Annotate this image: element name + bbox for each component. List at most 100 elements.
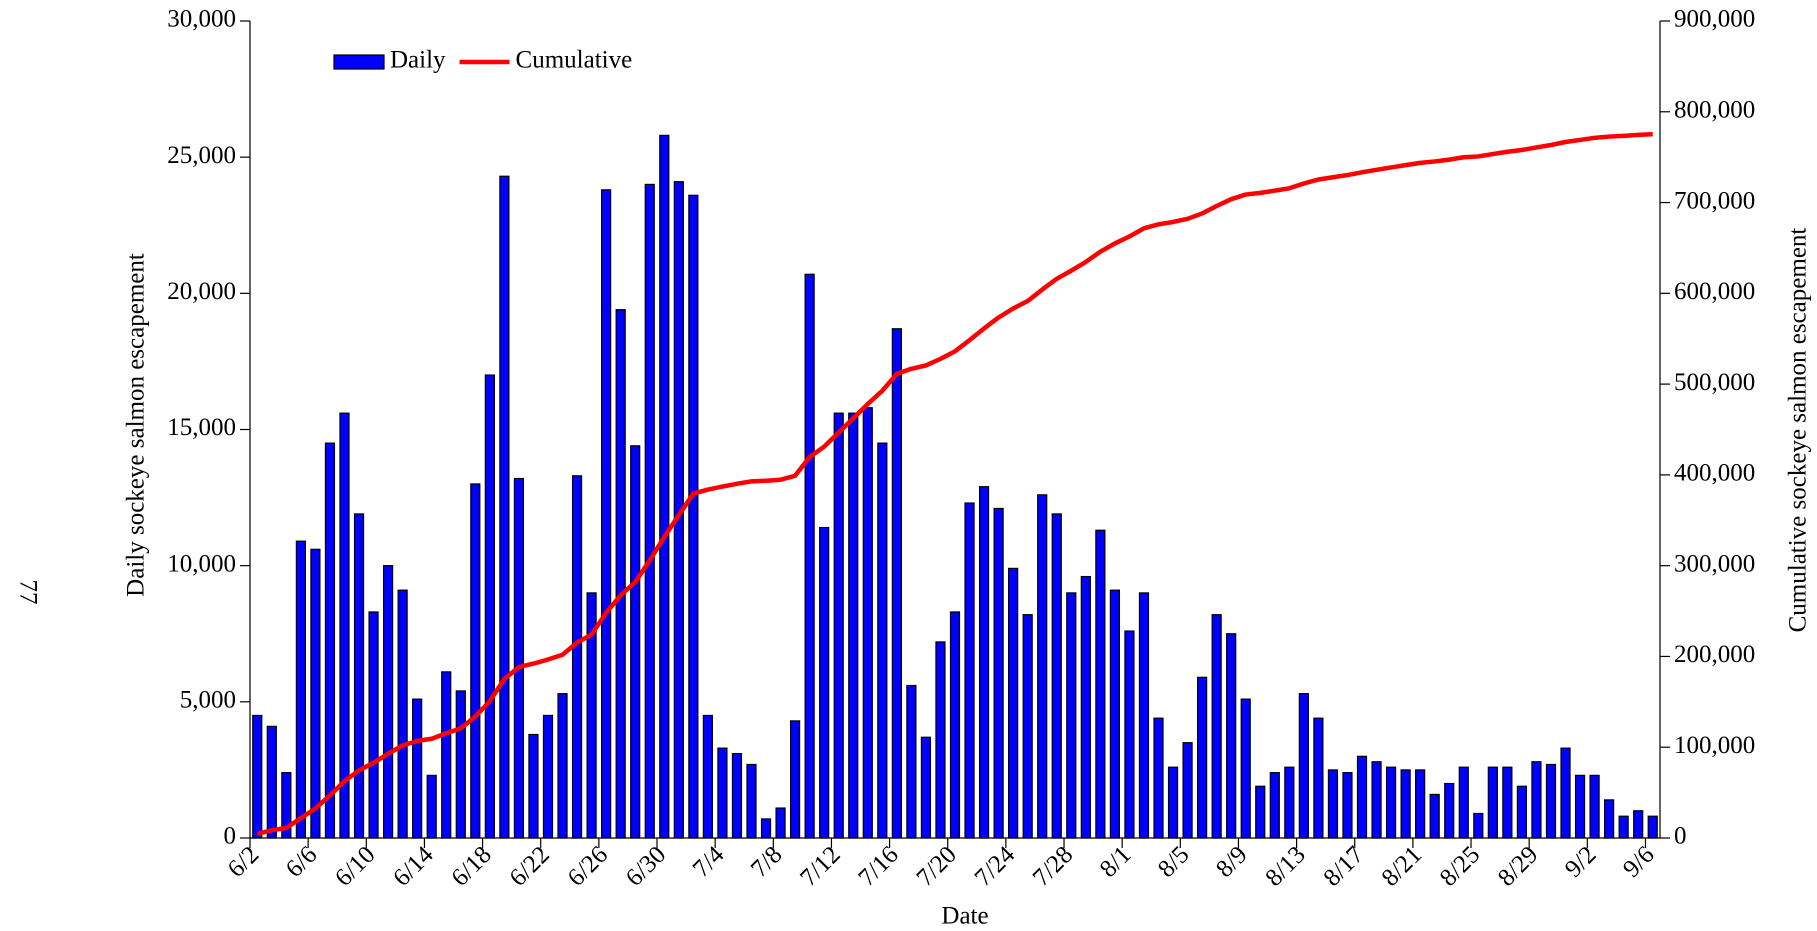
- y-axis-title: Daily sockeye salmon escapement: [123, 253, 150, 597]
- bar: [1298, 693, 1309, 839]
- bar: [877, 442, 888, 839]
- x-tick-label: 7/16: [853, 841, 904, 892]
- yticks-label: 5,000: [180, 687, 236, 714]
- bar: [353, 513, 365, 839]
- bar: [833, 412, 844, 839]
- bar: [397, 589, 408, 839]
- bar: [557, 693, 568, 839]
- x-tick-label: 8/9: [1211, 841, 1253, 883]
- bar: [1647, 815, 1658, 839]
- bar: [1429, 793, 1440, 839]
- bar: [1327, 769, 1339, 839]
- bar: [1240, 698, 1251, 839]
- x-tick-label: 7/28: [1028, 841, 1079, 892]
- bar: [1531, 761, 1542, 839]
- bar: [760, 818, 772, 839]
- x-tick-label: 6/10: [330, 841, 381, 892]
- x-tick-label: 9/2: [1560, 841, 1602, 883]
- bar: [630, 445, 641, 839]
- bar: [1589, 774, 1600, 839]
- bar: [1385, 766, 1397, 839]
- bar: [310, 548, 321, 839]
- bar: [1473, 812, 1484, 839]
- bar: [295, 540, 306, 839]
- bar: [1167, 766, 1179, 839]
- bar: [586, 592, 597, 839]
- bar: [513, 477, 525, 839]
- bar: [470, 483, 481, 839]
- bar: [615, 309, 626, 839]
- yticks-label: 15,000: [167, 414, 236, 441]
- bar: [266, 725, 277, 839]
- bar: [978, 486, 990, 839]
- bar: [1560, 747, 1571, 839]
- bar: [426, 774, 437, 839]
- bar: [1342, 772, 1353, 839]
- bar: [1618, 815, 1629, 839]
- y2ticks-label: 900,000: [1674, 6, 1755, 33]
- bar: [1604, 799, 1615, 839]
- x-tick-label: 6/26: [563, 841, 614, 892]
- bar: [1124, 630, 1135, 839]
- x-tick-label: 6/22: [504, 841, 555, 892]
- bar: [1487, 766, 1498, 839]
- bar: [964, 502, 975, 839]
- x-tick-label: 6/30: [621, 841, 672, 892]
- bar: [644, 183, 655, 839]
- bar: [775, 807, 786, 839]
- bar: [542, 714, 554, 839]
- x-tick-label: 8/17: [1319, 841, 1370, 892]
- x-tick-label: 7/20: [912, 841, 963, 892]
- bar: [1516, 785, 1528, 839]
- bar: [1400, 769, 1411, 839]
- bar: [1255, 785, 1266, 839]
- x-tick-label: 7/4: [688, 841, 730, 883]
- y2ticks-label: 800,000: [1674, 97, 1755, 124]
- bar: [819, 526, 830, 839]
- y2ticks-label: 0: [1674, 823, 1687, 850]
- x-tick-label: 8/1: [1095, 841, 1137, 883]
- y2-axis-title: Cumulative sockeye salmon escapement: [1785, 228, 1812, 633]
- legend-label: Daily: [390, 47, 446, 74]
- bar: [1008, 567, 1019, 839]
- x-tick-label: 8/13: [1260, 841, 1311, 892]
- y2ticks-label: 300,000: [1674, 550, 1755, 577]
- bar: [528, 733, 539, 839]
- yticks-label: 0: [224, 823, 237, 850]
- bar: [891, 328, 902, 839]
- bar: [688, 194, 699, 839]
- y2ticks-label: 600,000: [1674, 278, 1755, 305]
- bar: [412, 698, 423, 839]
- bar: [455, 690, 466, 839]
- bar: [1574, 774, 1586, 839]
- bar: [1444, 782, 1455, 839]
- yticks-label: 25,000: [167, 142, 236, 169]
- yticks-label: 30,000: [167, 6, 236, 33]
- bar: [382, 565, 394, 839]
- bar: [499, 175, 510, 839]
- cumulative-line: [256, 131, 1653, 837]
- bar: [1095, 529, 1106, 839]
- y2ticks-label: 200,000: [1674, 641, 1755, 668]
- bar: [601, 189, 612, 839]
- page-number: 77: [14, 580, 41, 605]
- x-tick-label: 8/29: [1493, 841, 1544, 892]
- bar: [441, 671, 452, 839]
- y2ticks-label: 700,000: [1674, 187, 1755, 214]
- bar: [1153, 717, 1164, 839]
- x-tick-label: 8/25: [1435, 841, 1486, 892]
- bar: [993, 507, 1004, 839]
- bar: [1356, 755, 1368, 839]
- bar: [1371, 761, 1382, 839]
- bar: [1313, 717, 1324, 839]
- bar: [1211, 614, 1222, 839]
- bar: [1022, 614, 1033, 839]
- yticks-label: 10,000: [167, 550, 236, 577]
- bar: [906, 684, 917, 839]
- bar: [1269, 772, 1280, 839]
- y2ticks-label: 500,000: [1674, 369, 1755, 396]
- bar: [746, 763, 757, 839]
- bar: [731, 752, 743, 839]
- bar: [659, 134, 670, 839]
